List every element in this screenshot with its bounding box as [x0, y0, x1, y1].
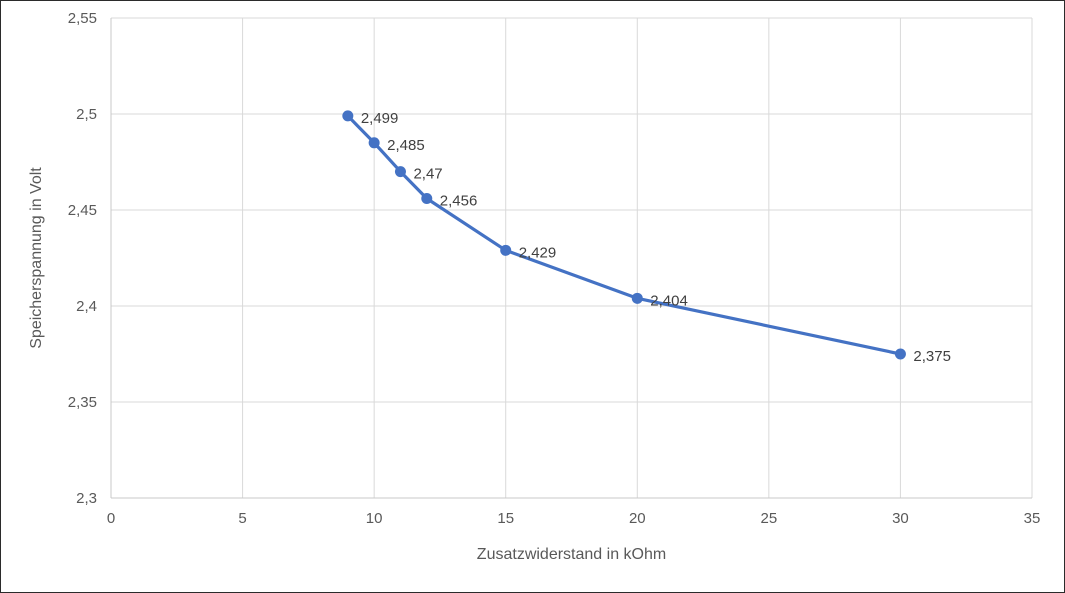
data-point-label: 2,429: [519, 244, 557, 261]
y-tick-label: 2,5: [76, 106, 97, 123]
x-tick-label: 10: [366, 510, 383, 527]
x-tick-label: 20: [629, 510, 646, 527]
x-tick-label: 30: [892, 510, 909, 527]
data-point-marker: [631, 292, 643, 304]
axis-lines: [110, 18, 1032, 499]
y-tick-label: 2,4: [76, 298, 97, 315]
x-tick-label: 5: [238, 510, 246, 527]
x-tick-label: 35: [1024, 510, 1041, 527]
data-point-label: 2,485: [387, 137, 425, 154]
data-point-marker: [342, 110, 354, 122]
data-point-marker: [368, 137, 380, 149]
y-tick-label: 2,3: [76, 490, 97, 507]
x-tick-label: 0: [107, 510, 115, 527]
data-point-marker: [421, 192, 433, 204]
data-point-label: 2,404: [650, 292, 688, 309]
data-series: [342, 110, 906, 360]
data-point-label: 2,375: [913, 348, 951, 365]
tick-labels: 0 5 10 15 20 25 30 35 2,3 2,35 2,4 2,45 2,5 2,55: [68, 10, 1041, 527]
data-labels: 2,499 2,485 2,47 2,456 2,429 2,404 2,375: [361, 110, 951, 365]
data-point-label: 2,456: [440, 192, 478, 209]
x-axis-title: Zusatzwiderstand in kOhm: [477, 546, 666, 563]
data-point-label: 2,499: [361, 110, 399, 127]
series-line: [346, 114, 903, 356]
y-tick-label: 2,55: [68, 10, 97, 27]
y-tick-label: 2,45: [68, 202, 97, 219]
y-axis-title: Speicherspannung in Volt: [28, 167, 45, 349]
data-point-marker: [894, 348, 906, 360]
data-point-marker: [500, 244, 512, 256]
y-tick-label: 2,35: [68, 394, 97, 411]
x-tick-label: 25: [761, 510, 778, 527]
data-point-marker: [394, 166, 406, 178]
data-point-label: 2,47: [413, 166, 442, 183]
x-tick-label: 15: [497, 510, 514, 527]
gridlines: [110, 17, 1033, 499]
